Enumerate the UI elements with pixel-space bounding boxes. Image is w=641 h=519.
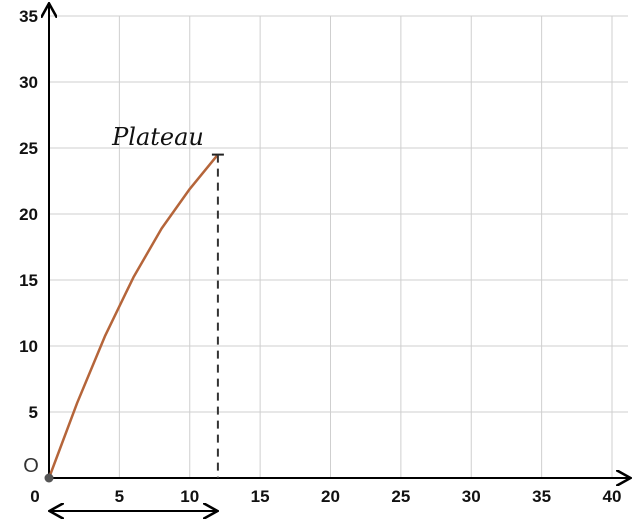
y-tick-label-35: 35 <box>19 7 38 26</box>
x-tick-label-15: 15 <box>251 487 270 506</box>
series-layer <box>44 153 219 483</box>
grid <box>49 15 628 478</box>
origin-label: O <box>23 455 39 477</box>
x-tick-label-20: 20 <box>321 487 340 506</box>
y-tick-label-5: 5 <box>29 403 38 422</box>
x-tick-label-40: 40 <box>603 487 622 506</box>
y-tick-label-25: 25 <box>19 139 38 158</box>
x-tick-label-10: 10 <box>180 487 199 506</box>
y-tick-label-20: 20 <box>19 205 38 224</box>
y-tick-label-15: 15 <box>19 271 38 290</box>
x-tick-label-5: 5 <box>115 487 124 506</box>
axes <box>49 5 629 478</box>
y-tick-label-30: 30 <box>19 73 38 92</box>
tick-labels: 5 10 15 20 25 30 35 40 0 5 10 15 20 25 30 35 O <box>19 7 621 506</box>
x-tick-label-25: 25 <box>391 487 410 506</box>
x-tick-label-30: 30 <box>462 487 481 506</box>
origin-point <box>44 473 54 483</box>
x-tick-label-35: 35 <box>532 487 551 506</box>
series-line-0 <box>47 153 219 479</box>
y-tick-label-10: 10 <box>19 337 38 356</box>
annotations: Plateau <box>51 123 224 511</box>
x-tick-label-0: 0 <box>30 487 39 506</box>
plateau-label: Plateau <box>111 123 204 151</box>
